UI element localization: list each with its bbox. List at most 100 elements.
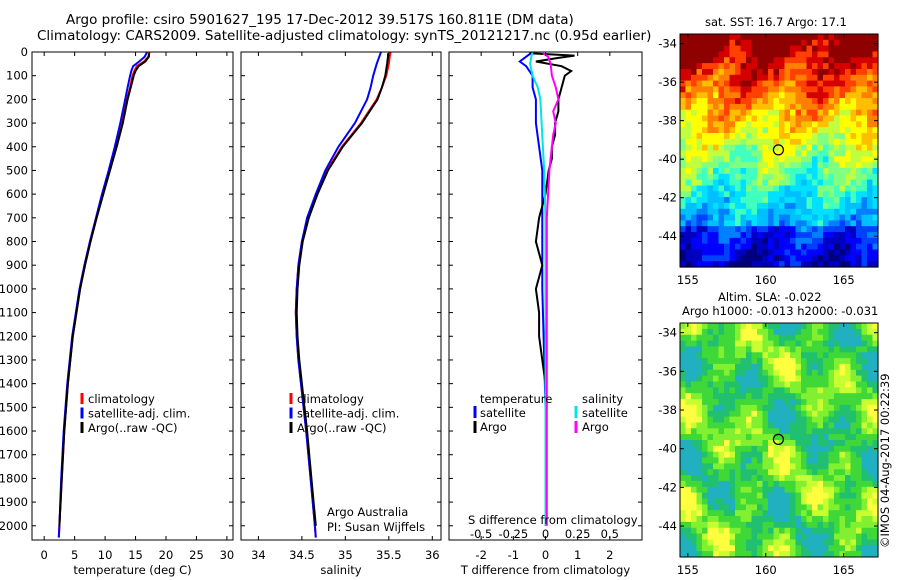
x2-tick-label: -0.5 <box>470 527 492 541</box>
map-frame <box>679 33 879 268</box>
y-tick-label: 1200 <box>0 329 28 343</box>
x-tick-label: 155 <box>677 563 699 577</box>
argo-position-marker <box>772 144 784 156</box>
annotation-line: PI: Susan Wijffels <box>327 520 425 534</box>
y-tick-label: 500 <box>6 163 28 177</box>
y-tick-label: 1600 <box>0 424 28 438</box>
x-tick-label: 34.5 <box>289 548 315 562</box>
x-tick-label: 35 <box>338 548 353 562</box>
y-tick-label: -40 <box>658 152 677 166</box>
legend-title: salinity <box>582 392 623 406</box>
y-tick-label: -44 <box>658 229 677 243</box>
y-tick-label: 800 <box>6 235 28 249</box>
sla-map-title: Altim. SLA: -0.022 <box>718 290 822 304</box>
y-tick-label: -38 <box>658 403 677 417</box>
legend-title: temperature <box>480 392 552 406</box>
y-tick-label: 1400 <box>0 377 28 391</box>
x-tick-label: 20 <box>159 548 174 562</box>
series-line <box>295 53 389 526</box>
x-tick-label: 165 <box>833 273 855 287</box>
y-tick-label: -42 <box>658 480 677 494</box>
legend-entry: satellite-adj. clim. <box>88 407 190 421</box>
y-tick-label: -36 <box>658 75 677 89</box>
x-tick-label: 34 <box>251 548 266 562</box>
y-tick-label: 700 <box>6 211 28 225</box>
x-axis-label: T difference from climatology <box>460 563 631 577</box>
y-tick-label: -44 <box>658 519 677 533</box>
legend-entry: Argo(..raw -QC) <box>297 421 387 435</box>
series-line <box>294 52 382 538</box>
y-tick-label: 1900 <box>0 495 28 509</box>
y-tick-label: -34 <box>658 37 677 51</box>
x-tick-label: 160 <box>755 273 777 287</box>
y-tick-label: 900 <box>6 258 28 272</box>
y-tick-label: 1300 <box>0 353 28 367</box>
legend-entry: Argo(..raw -QC) <box>88 421 178 435</box>
legend-entry: satellite <box>480 406 526 420</box>
y-tick-label: -36 <box>658 364 677 378</box>
x-axis-label-secondary: S difference from climatology <box>468 513 638 527</box>
series-line <box>57 52 151 538</box>
x-tick-label: 30 <box>220 548 235 562</box>
x-tick-label: -2 <box>475 548 486 562</box>
series-line <box>58 53 150 526</box>
y-tick-label: 400 <box>6 140 28 154</box>
y-tick-label: 200 <box>6 92 28 106</box>
y-tick-label: -40 <box>658 442 677 456</box>
x-tick-label: -1 <box>508 548 519 562</box>
sst-field <box>680 34 879 268</box>
series-line <box>529 52 547 526</box>
x-tick-label: 1 <box>574 548 581 562</box>
x-axis-label: salinity <box>320 563 361 577</box>
x-tick-label: 15 <box>128 548 143 562</box>
x2-tick-label: 0.5 <box>601 527 619 541</box>
y-tick-label: 0 <box>21 45 28 59</box>
y-tick-label: 1500 <box>0 400 28 414</box>
x-tick-label: 160 <box>755 563 777 577</box>
x-tick-label: 0 <box>41 548 48 562</box>
x-tick-label: 10 <box>98 548 113 562</box>
y-tick-label: 600 <box>6 187 28 201</box>
figure-subtitle: Climatology: CARS2009. Satellite-adjuste… <box>37 28 652 44</box>
x-tick-label: 35.5 <box>376 548 402 562</box>
x-tick-label: 165 <box>833 563 855 577</box>
x2-tick-label: -0.25 <box>498 527 528 541</box>
sla-field <box>680 323 879 558</box>
map-frame <box>679 322 879 558</box>
argo-position-marker <box>772 433 784 445</box>
x-tick-label: 2 <box>606 548 613 562</box>
y-tick-label: -34 <box>658 326 677 340</box>
annotation-line: Argo Australia <box>327 505 408 519</box>
plot-frame <box>31 51 234 541</box>
y-tick-label: 1000 <box>0 282 28 296</box>
legend-entry: Argo <box>582 420 609 434</box>
y-tick-label: 1700 <box>0 448 28 462</box>
y-tick-label: 1800 <box>0 471 28 485</box>
y-tick-label: -42 <box>658 191 677 205</box>
y-tick-label: 2000 <box>0 519 28 533</box>
legend-entry: Argo <box>480 420 507 434</box>
x-tick-label: 36 <box>425 548 440 562</box>
legend-entry: climatology <box>297 392 364 406</box>
x-tick-label: 5 <box>71 548 78 562</box>
series-line <box>542 52 560 526</box>
sla-map-subtitle: Argo h1000: -0.013 h2000: -0.031 <box>682 304 879 318</box>
legend-entry: satellite <box>582 406 628 420</box>
x-tick-label: 155 <box>677 273 699 287</box>
y-tick-label: 1100 <box>0 306 28 320</box>
x2-tick-label: 0.25 <box>565 527 591 541</box>
x-tick-label: 25 <box>189 548 204 562</box>
x-axis-label: temperature (deg C) <box>73 563 191 577</box>
sst-map-title: sat. SST: 16.7 Argo: 17.1 <box>705 15 847 29</box>
x-tick-label: 0 <box>542 548 549 562</box>
series-line <box>57 52 148 538</box>
legend-entry: satellite-adj. clim. <box>297 407 399 421</box>
plot-frame <box>240 51 442 541</box>
figure-title: Argo profile: csiro 5901627_195 17-Dec-2… <box>66 12 574 28</box>
legend-entry: climatology <box>88 392 155 406</box>
y-tick-label: 100 <box>6 69 28 83</box>
y-tick-label: 300 <box>6 116 28 130</box>
x2-tick-label: 0 <box>542 527 549 541</box>
y-tick-label: -38 <box>658 114 677 128</box>
